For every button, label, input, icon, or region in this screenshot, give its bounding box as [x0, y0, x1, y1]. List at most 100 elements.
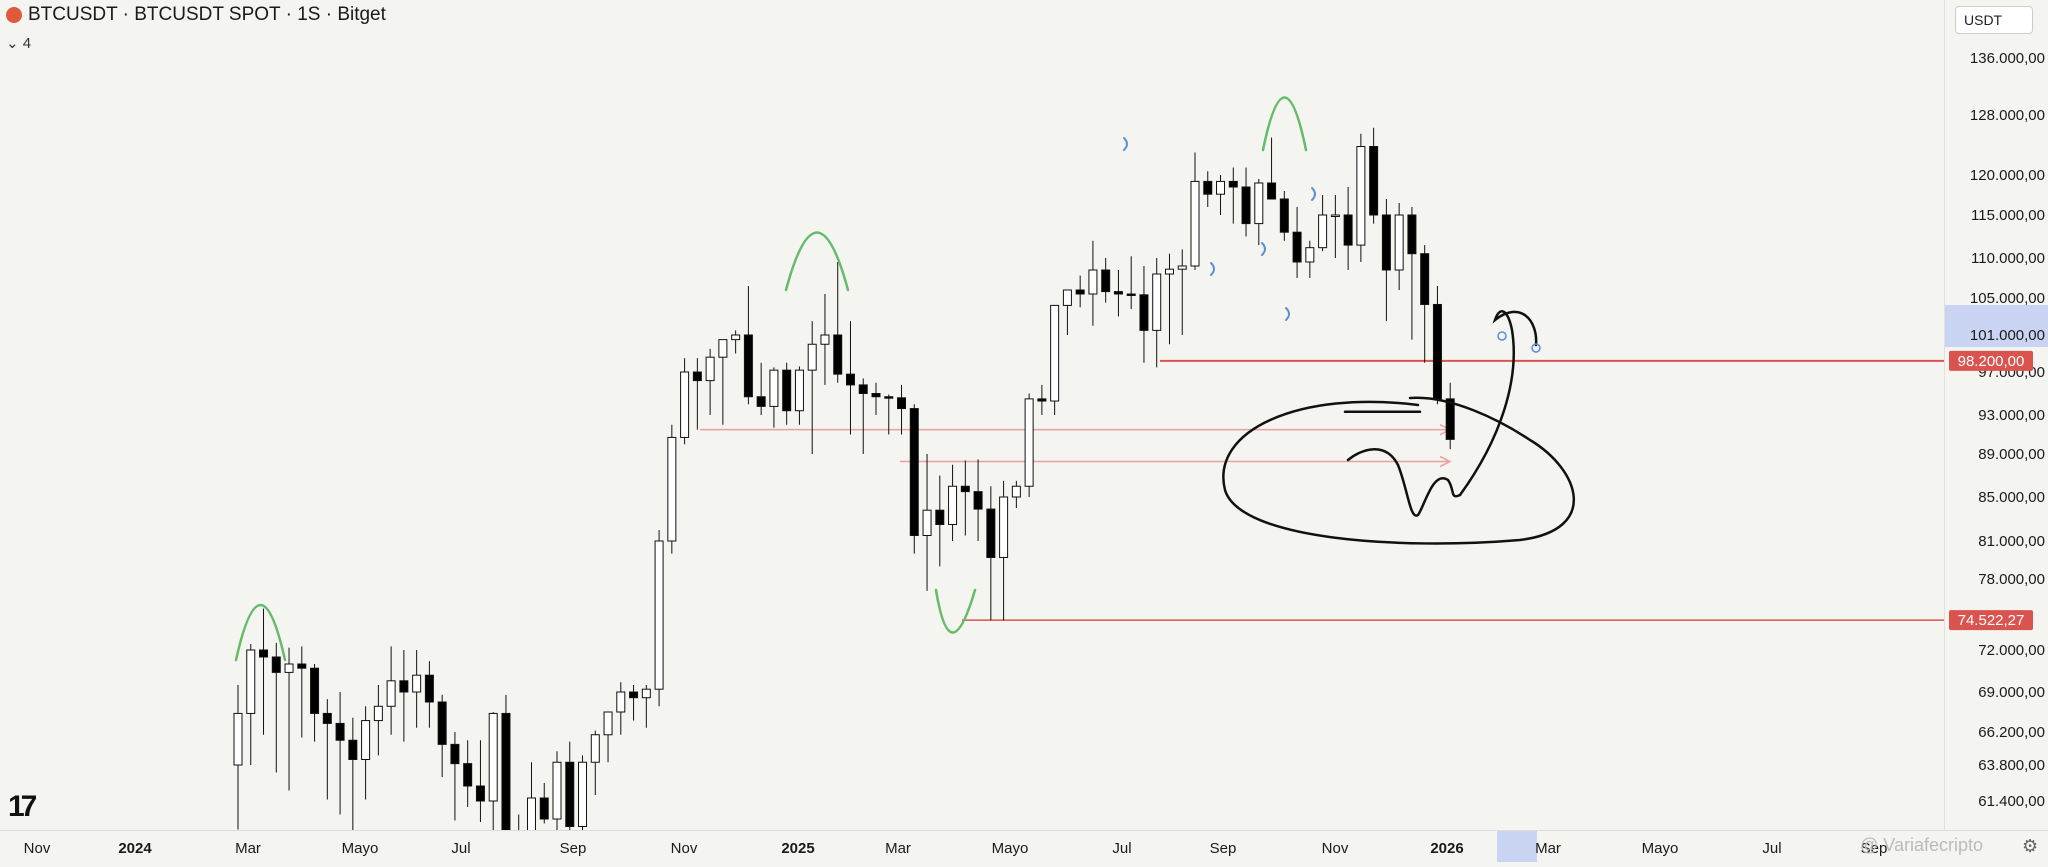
chart-area[interactable] [0, 0, 1944, 856]
candle-body [1356, 146, 1366, 246]
time-tick-label: 2025 [781, 840, 814, 857]
candle-body [1254, 182, 1264, 225]
time-tick-label: 2024 [118, 840, 152, 857]
candle [731, 330, 741, 354]
candle [1292, 207, 1302, 278]
candle [654, 530, 664, 707]
price-tick-label: 69.000,00 [1978, 684, 2045, 701]
candle [590, 730, 600, 795]
candle [539, 783, 549, 824]
time-tick-label: Jul [1762, 840, 1781, 857]
indicator-count-badge[interactable]: ⌄ 4 [6, 34, 31, 52]
candle [909, 404, 919, 554]
candle [922, 454, 932, 591]
time-tick-label: Mar [1535, 840, 1561, 857]
candle [565, 741, 575, 830]
candle-body [1203, 180, 1213, 195]
blue-hook [1261, 242, 1266, 256]
candle-body [386, 680, 396, 707]
candle-body [1369, 146, 1379, 216]
candle-body [692, 371, 702, 382]
currency-selector-button[interactable]: USDT [1955, 6, 2033, 34]
forecast-circle [1222, 396, 1576, 545]
candle [335, 692, 345, 815]
candle [463, 740, 473, 807]
candle [233, 685, 243, 830]
price-scale[interactable]: 136.000,00 128.000,00 120.000,00 115.000,00… [1944, 0, 2048, 830]
time-tick-label: Mar [885, 840, 911, 857]
candle-body [1050, 304, 1060, 402]
candle-body [271, 656, 281, 673]
price-range-highlight [1945, 305, 2048, 347]
candle [246, 644, 256, 765]
price-tick-label: 128.000,00 [1970, 107, 2045, 124]
candle [641, 685, 651, 728]
candle-body [335, 722, 345, 741]
candle [769, 367, 779, 428]
candle-body [1113, 291, 1123, 295]
candle-body [297, 663, 307, 669]
candle [259, 608, 269, 735]
candle [858, 378, 868, 454]
candle [833, 262, 843, 383]
price-tick-label: 136.000,00 [1970, 50, 2045, 67]
tradingview-logo-icon[interactable]: 17 [8, 790, 37, 823]
candle-body [1190, 180, 1200, 267]
price-tick-label: 115.000,00 [1971, 207, 2045, 224]
candle [1164, 253, 1174, 345]
candle-body [1318, 214, 1328, 249]
candle [1381, 199, 1391, 322]
candle-body [1037, 398, 1047, 402]
blue-hook [1123, 137, 1128, 151]
price-label-text: 74.522,27 [1958, 612, 2025, 629]
candle [794, 366, 804, 425]
time-tick-label: Jul [451, 840, 470, 857]
time-tick-label: 2026 [1430, 840, 1463, 857]
candle [284, 647, 294, 791]
candle-body [999, 496, 1009, 558]
price-label-badge [1949, 350, 2033, 371]
time-tick-label: Mayo [342, 840, 379, 857]
candle-body [437, 701, 447, 745]
candle-body [897, 397, 907, 410]
candle-body [450, 743, 460, 765]
candle [1024, 393, 1034, 497]
candle [1190, 152, 1200, 270]
candle [884, 394, 894, 435]
candle-body [552, 761, 562, 820]
candle-body [399, 680, 409, 693]
candle-body [501, 712, 511, 846]
candle [680, 358, 690, 445]
candle [986, 486, 996, 621]
candle [616, 682, 626, 735]
candle-body [1216, 180, 1226, 195]
candle [692, 358, 702, 430]
candle [973, 459, 983, 541]
candle-body [1407, 214, 1417, 255]
candle-body [1343, 214, 1353, 246]
candle-body [578, 761, 588, 827]
forecast-path [1346, 310, 1538, 517]
blue-hook [1311, 187, 1316, 201]
time-scale[interactable]: Nov 2024 Mar Mayo Jul Sep Nov 2025 Mar Mayo Jul Sep… [0, 830, 2048, 862]
candle-body [1292, 231, 1302, 263]
time-tick-label: Nov [671, 840, 698, 857]
gear-icon[interactable]: ⚙ [2022, 836, 2039, 856]
time-tick-label: Nov [1322, 840, 1349, 857]
candle [935, 475, 945, 567]
candle [1343, 187, 1353, 270]
candle [1267, 137, 1277, 200]
candlestick-chart[interactable] [0, 0, 1944, 856]
candle [361, 706, 371, 800]
price-tick-label: 85.000,00 [1978, 489, 2045, 506]
annotations [234, 96, 1576, 662]
candle [1139, 266, 1149, 363]
indicator-count: 4 [22, 35, 32, 52]
candle [1126, 256, 1136, 310]
price-tick-label: 66.200,00 [1978, 724, 2045, 741]
candle [705, 348, 715, 415]
symbol-title[interactable]: BTCUSDT · BTCUSDT SPOT · 1S · Bitget [28, 4, 386, 25]
candle-body [488, 712, 498, 802]
candle [450, 732, 460, 821]
price-tick-label: 101.000,00 [1970, 327, 2045, 344]
